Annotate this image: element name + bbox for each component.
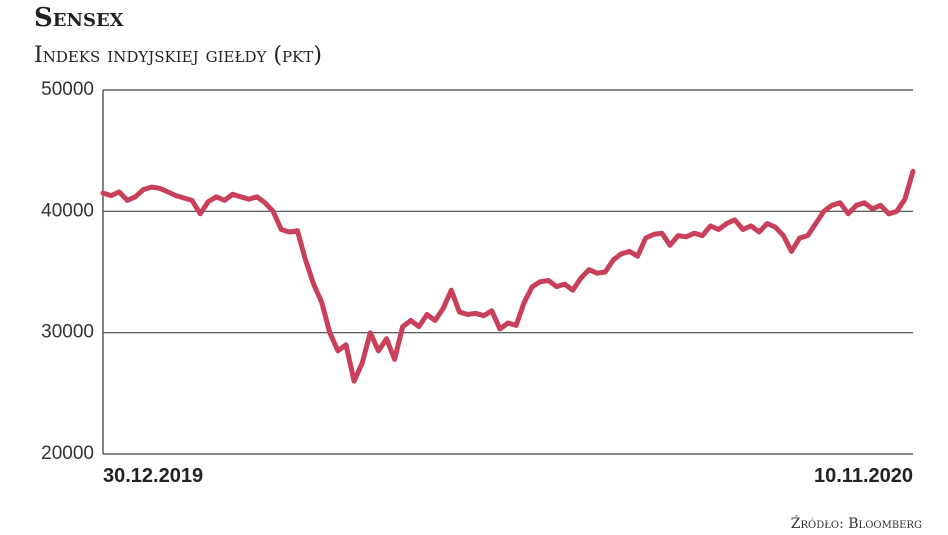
y-tick-label: 50000 <box>41 79 94 100</box>
x-tick-label: 10.11.2020 <box>814 465 913 487</box>
chart-subtitle: Indeks indyjskiej giełdy (pkt) <box>34 43 322 68</box>
y-tick-label: 40000 <box>41 200 94 221</box>
x-tick-label: 30.12.2019 <box>103 465 203 487</box>
y-tick-label: 20000 <box>41 443 94 464</box>
chart-title: Sensex <box>34 3 124 33</box>
source: Źródło: Bloomberg <box>791 514 922 532</box>
y-tick-label: 30000 <box>41 322 94 343</box>
data-line <box>100 168 916 384</box>
